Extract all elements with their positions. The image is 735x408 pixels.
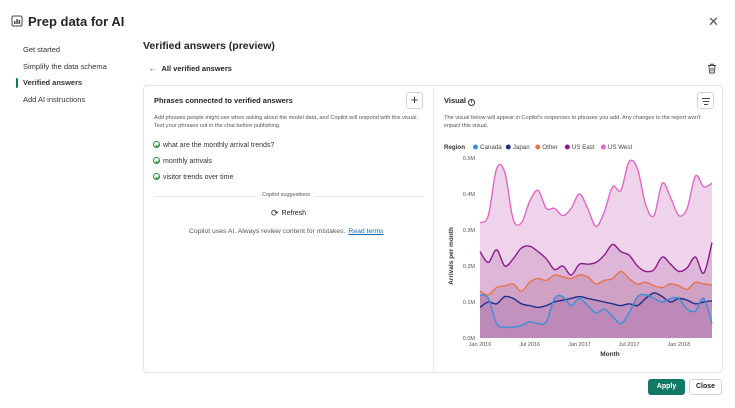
- legend-marker: [535, 144, 541, 150]
- x-tick-label: Jan 2017: [568, 342, 591, 348]
- nav-item-verified-answers[interactable]: Verified answers: [14, 75, 134, 92]
- legend-label: Canada: [480, 144, 502, 151]
- copilot-suggestions-label: Copilot suggestions: [256, 192, 317, 198]
- x-tick-label: Jul 2016: [519, 342, 540, 348]
- area-canada: [480, 294, 712, 338]
- x-tick-label: Jan 2016: [469, 342, 492, 348]
- x-axis-label: Month: [600, 351, 620, 358]
- verified-answer-card: Phrases connected to verified answers + …: [143, 85, 723, 373]
- legend-label: US West: [608, 144, 633, 151]
- refresh-label: Refresh: [281, 210, 307, 217]
- legend-title: Region: [444, 144, 465, 151]
- nav-item-ai-instructions[interactable]: Add AI instructions: [23, 94, 86, 104]
- series-line-japan: [479, 292, 713, 309]
- check-circle-icon: [153, 173, 160, 180]
- visual-title-text: Visual: [444, 96, 466, 105]
- filter-icon: [702, 98, 710, 99]
- close-button[interactable]: Close: [689, 379, 722, 395]
- apply-button[interactable]: Apply: [648, 379, 685, 395]
- y-axis-label: Arrivals per month: [448, 227, 455, 285]
- info-icon[interactable]: i: [467, 99, 475, 106]
- ai-disclaimer: Copilot uses AI. Always review content f…: [189, 228, 384, 235]
- filter-button[interactable]: [697, 92, 714, 109]
- y-tick-label: 0.5M: [463, 156, 476, 162]
- legend-label: Japan: [513, 144, 530, 151]
- phrase-item[interactable]: visitor trends over time: [153, 173, 233, 181]
- legend-label: Other: [542, 144, 557, 151]
- back-arrow-icon: ←: [149, 64, 157, 73]
- legend-marker: [505, 144, 511, 150]
- back-link-label: All verified answers: [161, 64, 232, 73]
- arrivals-area-chart: Region Canada Japan Other US East US West 0.0M…: [444, 144, 713, 358]
- side-nav: Get started Simplify the data schema Ver…: [14, 42, 134, 108]
- panel-divider: [433, 86, 434, 372]
- trash-icon[interactable]: [707, 63, 717, 74]
- y-tick-label: 0.3M: [463, 228, 476, 234]
- phrase-text: monthly arrivals: [163, 158, 213, 165]
- phrase-text: visitor trends over time: [163, 174, 234, 181]
- y-tick-label: 0.0M: [463, 336, 476, 342]
- dialog-header: Prep data for AI ✕: [0, 0, 735, 40]
- back-link[interactable]: ← All verified answers: [149, 64, 232, 73]
- read-terms-link[interactable]: Read terms: [348, 228, 384, 235]
- phrase-item[interactable]: monthly arrivals: [153, 157, 212, 165]
- legend-label: US East: [572, 144, 595, 151]
- legend-marker: [473, 144, 478, 150]
- close-icon[interactable]: ✕: [708, 14, 719, 29]
- dialog-title: Prep data for AI: [28, 14, 125, 29]
- disclaimer-text: Copilot uses AI. Always review content f…: [189, 228, 346, 235]
- series-line-us-west: [479, 159, 713, 228]
- y-tick-label: 0.2M: [463, 264, 476, 270]
- series-line-canada: [479, 293, 713, 329]
- clipboard-data-icon: [11, 15, 23, 27]
- refresh-button[interactable]: ⟳ Refresh: [271, 208, 306, 219]
- phrase-item[interactable]: what are the monthly arrival trends?: [153, 141, 274, 149]
- refresh-icon: ⟳: [271, 208, 279, 218]
- y-tick-label: 0.1M: [463, 300, 476, 306]
- plus-icon: +: [410, 92, 419, 107]
- nav-item-simplify-schema[interactable]: Simplify the data schema: [23, 61, 107, 71]
- nav-item-get-started[interactable]: Get started: [23, 45, 61, 54]
- legend-marker: [564, 144, 570, 150]
- legend-marker: [600, 144, 606, 150]
- phrase-text: what are the monthly arrival trends?: [163, 142, 275, 149]
- series-line-us-east: [479, 242, 713, 276]
- check-circle-icon: [153, 141, 160, 148]
- check-circle-icon: [153, 157, 160, 164]
- page-title: Verified answers (preview): [143, 40, 275, 52]
- visual-panel-description: The visual below will appear in Copilot'…: [444, 115, 701, 130]
- phrases-panel-description: Add phrases people might use when asking…: [154, 115, 418, 130]
- series-line-other: [479, 270, 713, 296]
- visual-panel-title: Visual i: [444, 96, 475, 106]
- y-tick-label: 0.4M: [463, 192, 476, 198]
- phrases-panel-title: Phrases connected to verified answers: [154, 96, 293, 105]
- add-phrase-button[interactable]: +: [406, 92, 423, 109]
- x-tick-label: Jan 2018: [668, 342, 691, 348]
- x-tick-label: Jul 2017: [619, 342, 640, 348]
